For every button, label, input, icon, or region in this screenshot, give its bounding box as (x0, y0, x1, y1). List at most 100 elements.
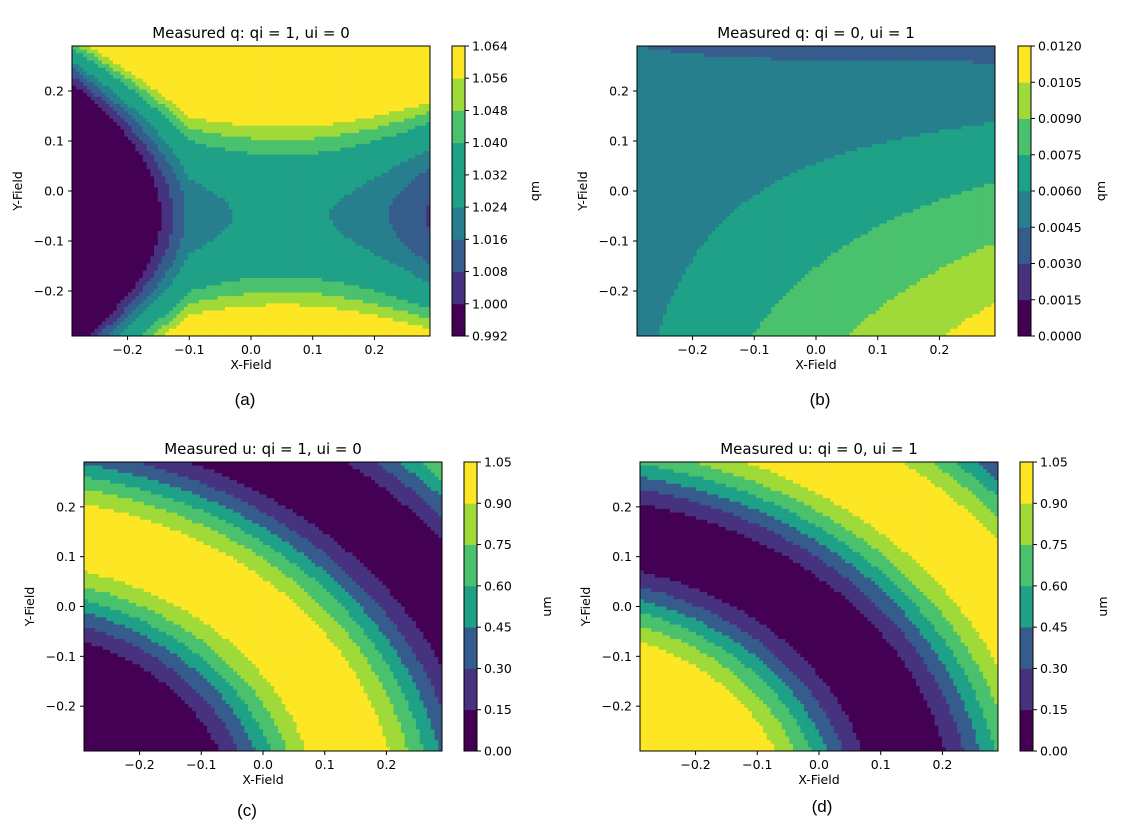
contour-cell (142, 205, 148, 210)
contour-cell (217, 180, 222, 185)
contour-cell (321, 136, 327, 141)
contour-cell (109, 71, 114, 76)
contour-cell (139, 201, 144, 207)
contour-cell (407, 64, 412, 69)
contour-cell (381, 46, 386, 51)
contour-cell (86, 176, 92, 181)
contour-cell (277, 53, 282, 58)
contour-cell (157, 133, 163, 138)
contour-cell (388, 118, 394, 123)
contour-cell (333, 64, 338, 69)
contour-cell (277, 172, 282, 178)
contour-cell (86, 216, 92, 221)
contour-cell (370, 100, 375, 105)
contour-cell (124, 104, 129, 109)
contour-cell (426, 216, 430, 221)
contour-cell (251, 100, 256, 105)
contour-cell (340, 133, 345, 138)
contour-cell (254, 209, 260, 214)
contour-cell (347, 154, 353, 159)
contour-cell (232, 64, 237, 69)
contour-cell (347, 71, 353, 76)
contour-cell (336, 191, 342, 196)
contour-cell (127, 198, 133, 203)
contour-cell (239, 191, 245, 196)
contour-cell (202, 67, 207, 72)
contour-cell (385, 104, 390, 109)
contour-cell (124, 169, 129, 174)
contour-cell (254, 212, 260, 217)
contour-cell (113, 67, 118, 72)
contour-cell (288, 223, 293, 228)
contour-cell (269, 158, 274, 163)
contour-cell (86, 56, 92, 62)
contour-cell (258, 216, 263, 221)
contour-cell (180, 180, 185, 185)
contour-cell (124, 201, 129, 207)
contour-cell (150, 176, 155, 181)
contour-cell (206, 67, 211, 72)
contour-cell (195, 111, 200, 116)
contour-cell (333, 53, 338, 58)
contour-cell (180, 93, 185, 98)
contour-cell (232, 165, 237, 170)
contour-cell (295, 205, 301, 210)
contour-cell (396, 60, 401, 65)
contour-cell (239, 118, 245, 123)
contour-cell (209, 114, 215, 120)
contour-cell (150, 169, 155, 174)
contour-cell (299, 129, 304, 134)
contour-cell (377, 187, 383, 192)
contour-cell (314, 209, 319, 214)
contour-cell (325, 183, 330, 188)
contour-cell (370, 212, 375, 217)
contour-cell (202, 49, 207, 54)
contour-cell (172, 136, 178, 141)
contour-cell (124, 82, 129, 87)
contour-cell (333, 75, 338, 80)
contour-cell (243, 154, 248, 159)
contour-cell (86, 209, 92, 214)
contour-cell (187, 118, 192, 123)
contour-cell (165, 154, 170, 159)
contour-cell (221, 162, 226, 167)
contour-cell (150, 75, 155, 80)
contour-cell (180, 201, 185, 207)
contour-cell (277, 71, 282, 76)
contour-cell (254, 122, 260, 127)
contour-cell (265, 194, 271, 199)
contour-cell (127, 129, 133, 134)
contour-cell (221, 49, 226, 54)
contour-cell (127, 212, 133, 217)
contour-cell (254, 172, 260, 178)
contour-cell (347, 230, 353, 236)
contour-cell (198, 183, 204, 188)
contour-cell (400, 78, 405, 83)
contour-cell (124, 114, 129, 120)
contour-cell (280, 227, 286, 232)
contour-cell (407, 176, 412, 181)
contour-cell (217, 147, 222, 152)
contour-cell (277, 114, 282, 120)
contour-cell (340, 158, 345, 163)
contour-cell (157, 75, 163, 80)
contour-cell (183, 133, 189, 138)
contour-cell (154, 93, 159, 98)
contour-cell (124, 49, 129, 54)
contour-cell (120, 114, 125, 120)
contour-cell (224, 82, 230, 87)
contour-cell (90, 136, 95, 141)
contour-cell (258, 183, 263, 188)
contour-cell (94, 111, 99, 116)
contour-cell (172, 140, 178, 145)
contour-cell (127, 107, 133, 112)
contour-cell (396, 216, 401, 221)
contour-cell (224, 191, 230, 196)
contour-cell (277, 140, 282, 145)
contour-cell (247, 71, 252, 76)
contour-cell (209, 165, 215, 170)
contour-cell (109, 212, 114, 217)
contour-cell (292, 151, 297, 156)
contour-cell (359, 56, 364, 62)
contour-cell (209, 122, 215, 127)
